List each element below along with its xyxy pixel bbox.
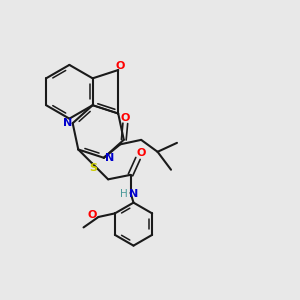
Text: O: O — [87, 211, 97, 220]
Text: N: N — [129, 189, 138, 199]
Text: S: S — [89, 163, 97, 173]
Text: N: N — [63, 118, 72, 128]
Text: O: O — [115, 61, 124, 71]
Text: N: N — [105, 153, 114, 163]
Text: O: O — [136, 148, 146, 158]
Text: H: H — [120, 189, 128, 199]
Text: O: O — [121, 113, 130, 123]
